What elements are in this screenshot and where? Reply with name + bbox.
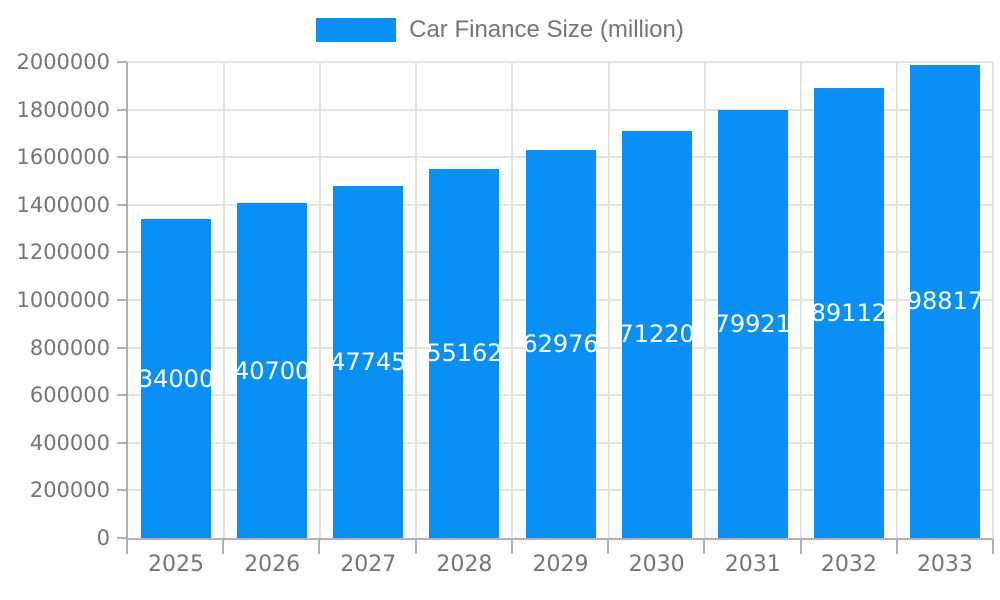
- bar-value-label-2026: 1407000: [237, 356, 308, 385]
- x-axis-label-2028: 2028: [436, 552, 493, 577]
- y-tick-0: [117, 537, 127, 539]
- x-axis-label-2026: 2026: [244, 552, 301, 577]
- bar-value-label-2031: 1799210: [717, 309, 788, 338]
- x-tick-2: [318, 539, 321, 554]
- legend-item-car-finance-size[interactable]: Car Finance Size (million): [316, 18, 684, 42]
- bar-value-label-2027: 1477450: [333, 348, 404, 377]
- y-axis-line: [126, 62, 128, 540]
- y-tick-1400000: [117, 203, 127, 206]
- bar-2028[interactable]: 1551620: [429, 168, 500, 538]
- y-axis-label-1000000: 1000000: [16, 288, 110, 312]
- x-tick-0: [126, 539, 128, 554]
- v-gridline-4: [511, 62, 514, 538]
- v-gridline-5: [607, 62, 610, 538]
- bar-value-label-2033: 1988170: [909, 287, 980, 316]
- y-axis-label-200000: 200000: [29, 478, 110, 503]
- bar-2032[interactable]: 1891120: [813, 87, 884, 538]
- v-gridline-6: [703, 62, 706, 538]
- plot-area: 1340000 1407000 1477450 1551620 1629760 17122…: [128, 61, 994, 538]
- y-axis-label-0: 0: [96, 526, 110, 550]
- bar-2029[interactable]: 1629760: [525, 150, 596, 538]
- legend: Car Finance Size (million): [0, 18, 1000, 42]
- y-axis-labels: 0 200000 400000 600000 800000 1000000 1200000 1…: [0, 50, 110, 550]
- v-gridline-2: [319, 62, 322, 538]
- x-axis-label-2029: 2029: [532, 552, 589, 577]
- x-axis-labels: 2025 2026 2027 2028 2029 2030 2031 2032 2033: [128, 551, 993, 581]
- bar-2033[interactable]: 1988170: [909, 64, 980, 538]
- y-axis-label-2000000: 2000000: [16, 50, 110, 74]
- h-gridline-1800000: [128, 108, 993, 111]
- y-tick-1200000: [117, 251, 127, 254]
- x-tick-9: [992, 539, 994, 554]
- x-tick-5: [607, 539, 610, 554]
- y-axis-label-800000: 800000: [29, 335, 110, 360]
- v-gridline-1: [223, 62, 226, 538]
- bar-2026[interactable]: 1407000: [237, 203, 308, 538]
- y-axis-label-400000: 400000: [29, 430, 110, 455]
- bar-2027[interactable]: 1477450: [333, 186, 404, 538]
- bar-value-label-2030: 1712200: [621, 320, 692, 349]
- y-tick-800000: [117, 346, 127, 349]
- bar-value-label-2029: 1629760: [525, 330, 596, 359]
- bar-value-label-2032: 1891120: [813, 298, 884, 327]
- x-tick-6: [703, 539, 706, 554]
- y-tick-200000: [117, 489, 127, 492]
- y-tick-2000000: [117, 61, 127, 63]
- y-tick-400000: [117, 441, 127, 444]
- y-axis-label-1400000: 1400000: [16, 192, 110, 217]
- v-gridline-9: [992, 62, 994, 538]
- legend-swatch: [316, 18, 397, 42]
- v-gridline-7: [799, 62, 802, 538]
- v-gridline-3: [415, 62, 418, 538]
- x-tick-3: [414, 539, 417, 554]
- bar-2031[interactable]: 1799210: [717, 109, 788, 538]
- x-axis-label-2027: 2027: [340, 552, 397, 577]
- bar-value-label-2028: 1551620: [429, 339, 500, 368]
- bar-2025[interactable]: 1340000: [141, 219, 212, 538]
- y-axis-label-1600000: 1600000: [16, 145, 110, 170]
- y-axis-label-1200000: 1200000: [16, 240, 110, 265]
- h-gridline-2000000: [128, 61, 993, 63]
- bar-value-label-2025: 1340000: [141, 364, 212, 393]
- x-tick-4: [510, 539, 513, 554]
- x-axis-line: [126, 538, 993, 540]
- y-tick-1600000: [117, 156, 127, 159]
- y-tick-1800000: [117, 108, 127, 111]
- bar-2030[interactable]: 1712200: [621, 130, 692, 538]
- v-gridline-8: [895, 62, 898, 538]
- x-tick-8: [895, 539, 898, 554]
- x-axis-label-2033: 2033: [916, 552, 973, 577]
- y-tick-600000: [117, 394, 127, 397]
- y-axis-label-600000: 600000: [29, 383, 110, 408]
- x-axis-label-2025: 2025: [148, 552, 205, 577]
- x-axis-label-2032: 2032: [820, 552, 877, 577]
- x-tick-7: [799, 539, 802, 554]
- x-axis-label-2031: 2031: [724, 552, 781, 577]
- legend-label: Car Finance Size (million): [409, 16, 684, 43]
- y-tick-1000000: [117, 299, 127, 301]
- y-axis-label-1800000: 1800000: [16, 97, 110, 122]
- x-tick-1: [222, 539, 225, 554]
- x-axis-label-2030: 2030: [628, 552, 685, 577]
